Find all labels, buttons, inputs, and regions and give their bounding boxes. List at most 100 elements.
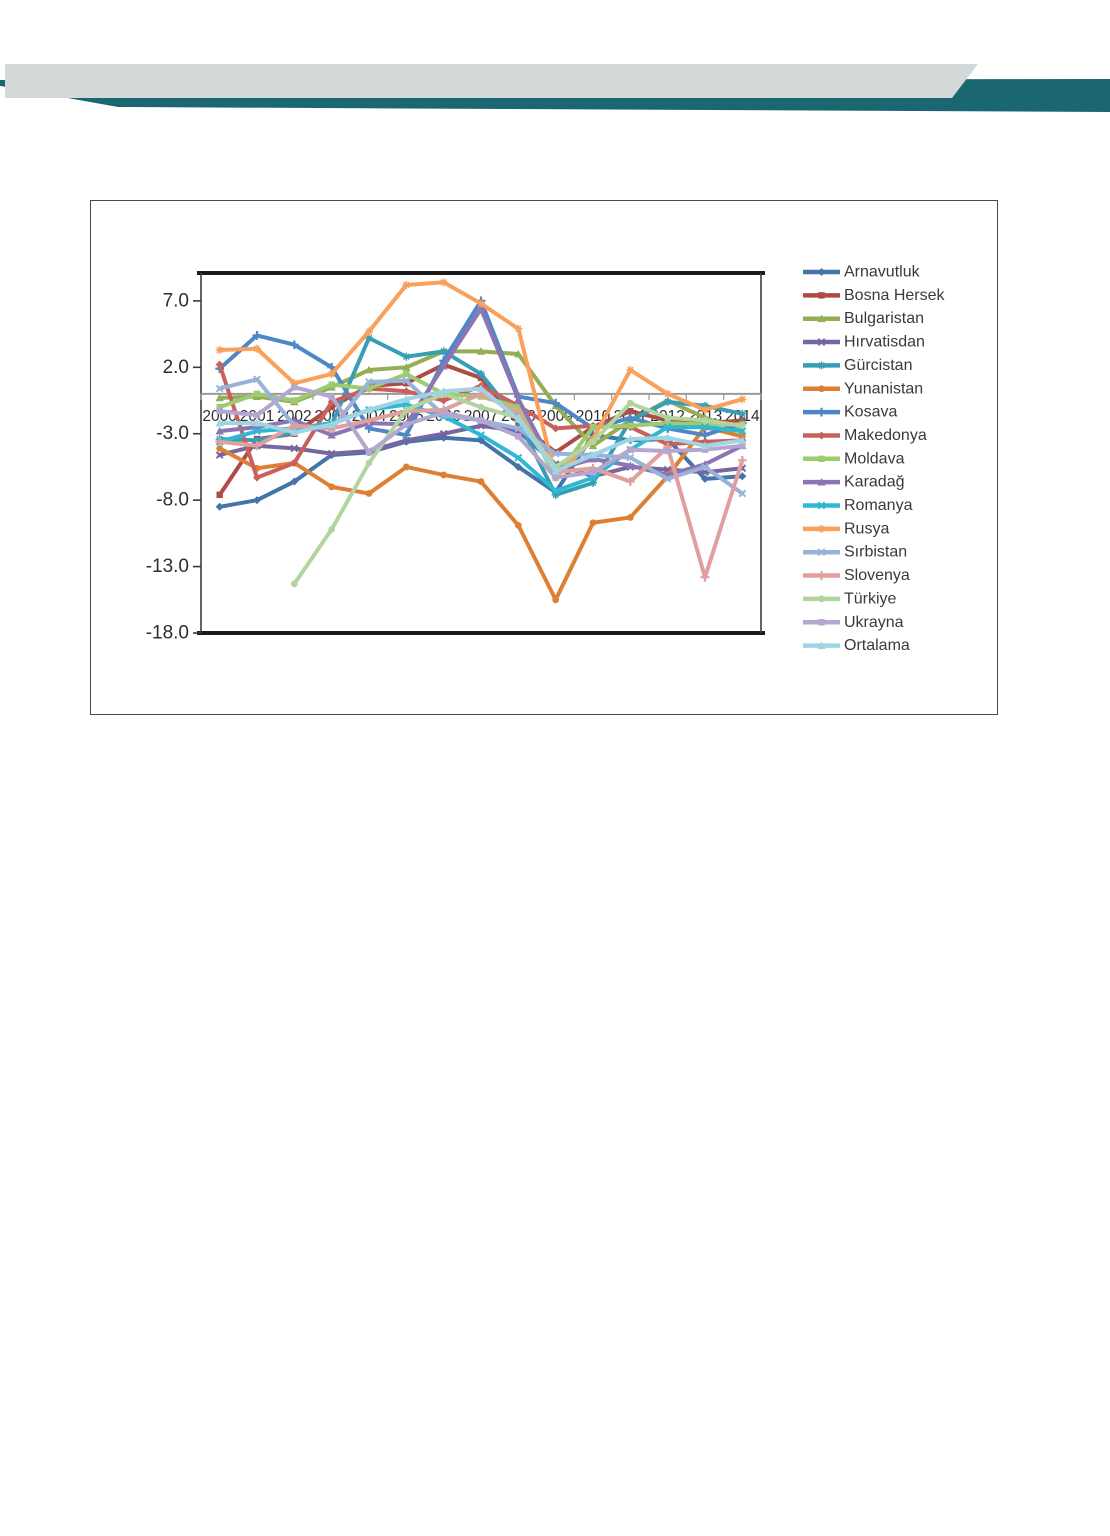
- series-marker-Slovenya: [252, 441, 262, 451]
- legend-marker-Kosava: [817, 407, 826, 417]
- series-marker-Sırbistan: [738, 489, 747, 498]
- legend-label-Türkiye: Türkiye: [844, 590, 897, 607]
- series-marker-Ortalama: [588, 450, 598, 459]
- series-marker-Rusya: [215, 346, 224, 355]
- series-marker-Kosava: [289, 340, 299, 350]
- series-marker-Arnavutluk: [215, 502, 224, 511]
- series-marker-Bulgaristan: [364, 365, 374, 374]
- series-marker-Ortalama: [663, 433, 672, 442]
- series-marker-Türkiye: [477, 403, 485, 411]
- legend-marker-Romanya: [817, 501, 826, 510]
- series-marker-Rusya: [514, 324, 523, 333]
- series-marker-Gürcistan: [439, 347, 448, 356]
- legend-label-Hırvatisdan: Hırvatisdan: [844, 334, 925, 351]
- series-marker-Rusya: [365, 327, 373, 336]
- series-marker-Yunanistan: [477, 478, 485, 485]
- series-marker-Slovenya: [364, 416, 374, 425]
- series-marker-Sırbistan: [701, 463, 709, 471]
- series-marker-Makedonya: [290, 458, 299, 467]
- legend-marker-Türkiye: [818, 595, 825, 603]
- series-marker-Rusya: [663, 389, 672, 398]
- legend-marker-Ortalama: [817, 641, 826, 649]
- series-marker-Slovenya: [700, 572, 710, 582]
- series-marker-Hırvatisdan: [439, 429, 448, 438]
- series-marker-Türkiye: [664, 414, 672, 422]
- legend-label-Slovenya: Slovenya: [844, 567, 910, 584]
- series-marker-Arnavutluk: [290, 477, 299, 486]
- series-marker-Rusya: [701, 405, 709, 414]
- series-marker-Arnavutluk: [701, 474, 709, 483]
- series-marker-Gürcistan: [365, 334, 373, 343]
- series-marker-Arnavutluk: [477, 436, 485, 445]
- series-marker-Ukrayna: [253, 411, 261, 419]
- series-marker-Rusya: [290, 379, 299, 388]
- legend-label-Yunanistan: Yunanistan: [844, 380, 923, 397]
- series-marker-Kosava: [625, 413, 635, 423]
- series-marker-Kosava: [401, 430, 411, 440]
- series-marker-Gürcistan: [253, 436, 261, 445]
- y-axis-label: 7.0: [163, 290, 189, 311]
- legend-label-Karadağ: Karadağ: [844, 474, 905, 491]
- series-marker-Gürcistan: [402, 352, 411, 361]
- series-marker-Gürcistan: [551, 490, 560, 499]
- legend-marker-Arnavutluk: [817, 268, 826, 276]
- series-marker-Türkiye: [701, 417, 709, 424]
- series-marker-Yunanistan: [402, 463, 410, 471]
- series-marker-Sırbistan: [551, 449, 560, 458]
- series-marker-Arnavutluk: [738, 472, 747, 481]
- legend-marker-Hırvatisdan: [817, 338, 826, 346]
- legend-marker-Slovenya: [817, 571, 826, 580]
- legend-label-Arnavutluk: Arnavutluk: [844, 264, 921, 281]
- series-marker-Yunanistan: [440, 471, 448, 479]
- series-marker-Rusya: [327, 369, 336, 378]
- y-axis-label: -3.0: [156, 423, 189, 444]
- series-marker-Ukrayna: [664, 447, 671, 455]
- legend-label-Ortalama: Ortalama: [844, 637, 910, 654]
- series-marker-Moldava: [701, 421, 709, 428]
- series-marker-Ukrayna: [291, 384, 298, 391]
- series-marker-Bulgaristan: [588, 441, 598, 450]
- series-marker-Makedonya: [253, 473, 261, 482]
- series-marker-Karadağ: [588, 454, 598, 463]
- series-marker-Yunanistan: [514, 521, 522, 529]
- series-marker-Ortalama: [738, 436, 747, 444]
- series-marker-Hırvatisdan: [290, 444, 299, 453]
- series-marker-Türkiye: [626, 399, 634, 407]
- series-marker-Ukrayna: [739, 442, 746, 449]
- series-marker-Kosava: [551, 398, 561, 408]
- chart-figure: 7.02.0-3.0-8.0-13.0-18.02000200120022003…: [90, 200, 998, 715]
- series-marker-Ukrayna: [589, 469, 597, 476]
- series-marker-Makedonya: [402, 387, 411, 396]
- legend-label-Makedonya: Makedonya: [844, 427, 927, 444]
- series-marker-Moldava: [365, 385, 373, 392]
- legend-label-Moldava: Moldava: [844, 450, 905, 467]
- series-marker-Sırbistan: [402, 376, 411, 385]
- legend-marker-Rusya: [817, 524, 826, 533]
- series-marker-Gürcistan: [663, 397, 672, 406]
- y-axis-label: -8.0: [156, 490, 189, 511]
- legend-marker-Moldava: [818, 455, 825, 462]
- series-marker-Sırbistan: [365, 378, 373, 386]
- series-marker-Moldava: [291, 397, 298, 404]
- series-marker-Makedonya: [439, 396, 448, 405]
- legend-label-Ukrayna: Ukrayna: [844, 614, 904, 631]
- series-marker-Yunanistan: [216, 444, 224, 452]
- legend-label-Sırbistan: Sırbistan: [844, 544, 907, 561]
- series-marker-Ortalama: [551, 466, 560, 475]
- legend-label-Kosava: Kosava: [844, 404, 897, 421]
- series-marker-Ortalama: [402, 394, 411, 403]
- series-marker-Moldava: [627, 422, 634, 429]
- series-marker-Bulgaristan: [476, 347, 486, 355]
- series-marker-Sırbistan: [215, 384, 224, 393]
- series-marker-Gürcistan: [589, 478, 597, 487]
- series-marker-Rusya: [477, 299, 485, 308]
- series-marker-Yunanistan: [589, 519, 597, 527]
- series-marker-Ortalama: [476, 384, 486, 392]
- legend-label-Gürcistan: Gürcistan: [844, 357, 912, 374]
- series-marker-Bosna Hersek: [627, 407, 634, 415]
- series-marker-Ukrayna: [365, 449, 373, 456]
- series-marker-Ukrayna: [216, 407, 223, 415]
- series-marker-Moldava: [216, 403, 223, 411]
- series-marker-Rusya: [626, 365, 635, 374]
- series-marker-Moldava: [253, 390, 261, 398]
